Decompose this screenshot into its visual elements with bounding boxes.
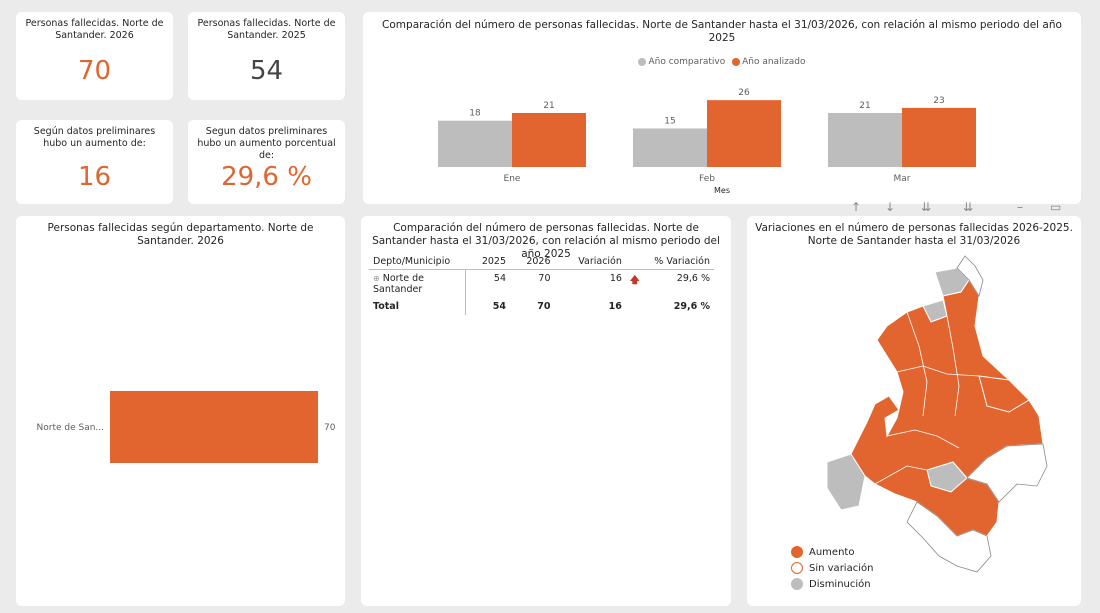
y-tick-label: Norte de San... (37, 423, 105, 433)
map-title: Variaciones en el número de personas fal… (755, 222, 1073, 247)
kpi-value: 54 (249, 56, 284, 86)
legend-dot-analyzed (732, 57, 741, 66)
legend-comparative: Año comparativo (648, 57, 726, 67)
cell-2025: 54 (465, 269, 510, 298)
legend-dot-comparative (638, 57, 647, 66)
table-row: ⊕ Norte de Santander 54 70 16 🡅 29,6 % (369, 269, 714, 299)
monthly-bar-chart: 18 21 Ene 15 26 Feb 21 23 Mar Mes (438, 88, 976, 195)
legend-decrease-label: Disminución (809, 579, 871, 590)
map-legend: Aumento Sin variación Disminución (791, 545, 873, 593)
map-region-nochange (956, 255, 984, 298)
colombia-map[interactable] (747, 216, 1081, 606)
legend-nochange-label: Sin variación (809, 563, 874, 574)
dept-chart-card: Personas fallecidas según departamento. … (16, 216, 345, 606)
department-borders (874, 311, 980, 485)
col-header-2025[interactable]: 2025 (465, 254, 510, 270)
col-header-pct-variacion[interactable]: % Variación (625, 254, 714, 270)
bar-feb-1 (707, 100, 781, 167)
expand-icon[interactable]: ⊕ (373, 274, 380, 283)
total-label: Total (373, 301, 399, 312)
data-label: 21 (543, 101, 554, 111)
cell-pct: 🡅 29,6 % (626, 270, 714, 299)
legend-increase-dot (791, 546, 803, 558)
map-region-nochange (966, 443, 1048, 503)
col-header-2026[interactable]: 2026 (510, 254, 555, 270)
legend-decrease: Disminución (791, 577, 873, 593)
next-level-icon[interactable]: ⇊ (921, 200, 932, 214)
legend-increase: Aumento (791, 545, 873, 561)
kpi-value: 29,6 % (221, 162, 312, 192)
x-tick-label: Mar (894, 174, 911, 184)
visual-toolbar: ↑ ↓ ⇊ ⇊ – ▭ (845, 196, 1075, 218)
dept-bar (110, 391, 318, 463)
table-card: Comparación del número de personas falle… (361, 216, 731, 606)
cell-variacion: 16 (609, 273, 622, 284)
total-2025: 54 (465, 298, 510, 315)
legend-decrease-dot (791, 578, 803, 590)
drill-up-icon[interactable]: ↑ (851, 200, 862, 214)
row-name[interactable]: ⊕ Norte de Santander (369, 270, 466, 299)
kpi-card-2025: Personas fallecidas. Norte de Santander.… (188, 12, 345, 100)
kpi-card-percent: Segun datos preliminares hubo un aumento… (188, 120, 345, 204)
total-variacion: 16 (608, 301, 622, 312)
cell-2026: 70 (538, 273, 551, 284)
table-total-row: Total 54 70 16 29,6 % (369, 298, 714, 315)
map-region-increase (978, 375, 1030, 413)
kpi-value: 70 (77, 56, 112, 86)
more-options-icon[interactable]: – (1017, 200, 1023, 214)
data-label: 26 (738, 88, 750, 98)
monthly-chart-card: Comparación del número de personas falle… (363, 12, 1081, 204)
data-label: 70 (324, 423, 336, 433)
map-region-nochange (906, 501, 992, 573)
chart-title: Personas fallecidas según departamento. … (47, 222, 314, 247)
total-2026: 70 (537, 301, 551, 312)
kpi-card-increase: Según datos preliminares hubo un aumento… (16, 120, 173, 204)
cell-pct-value: 29,6 % (676, 273, 710, 284)
expand-level-icon[interactable]: ⇊ (963, 200, 974, 214)
data-label: 21 (859, 101, 870, 111)
col-header-variacion[interactable]: Variación (554, 254, 626, 270)
x-tick-label: Feb (699, 174, 715, 184)
bar-feb-0 (633, 128, 707, 167)
dept-bar-chart: Norte de San... 70 (37, 391, 336, 463)
kpi-card-2026: Personas fallecidas. Norte de Santander.… (16, 12, 173, 100)
legend-analyzed: Año analizado (742, 57, 806, 67)
comparison-table: Depto/Municipio 2025 2026 Variación % Va… (369, 254, 714, 315)
kpi-title: Segun datos preliminares hubo un aumento… (197, 126, 336, 161)
kpi-value: 16 (77, 162, 112, 192)
data-label: 23 (933, 96, 944, 106)
row-name-label: Norte de Santander (373, 273, 425, 295)
table-header-row: Depto/Municipio 2025 2026 Variación % Va… (369, 254, 714, 270)
bar-ene-0 (438, 120, 512, 167)
kpi-title: Según datos preliminares hubo un aumento… (33, 126, 156, 149)
kpi-title: Personas fallecidas. Norte de Santander.… (197, 18, 336, 41)
legend-nochange: Sin variación (791, 561, 873, 577)
kpi-title: Personas fallecidas. Norte de Santander.… (25, 18, 164, 41)
map-card: Variaciones en el número de personas fal… (747, 216, 1081, 606)
legend-nochange-dot (791, 562, 803, 574)
bar-mar-1 (902, 107, 976, 167)
data-label: 15 (664, 116, 675, 126)
col-header-depto[interactable]: Depto/Municipio (369, 254, 466, 270)
x-axis-label: Mes (714, 186, 730, 195)
bar-mar-0 (828, 113, 902, 167)
up-arrow-icon: 🡅 (629, 275, 640, 286)
chart-title: Comparación del número de personas falle… (382, 19, 1062, 44)
total-pct: 29,6 % (673, 301, 710, 312)
focus-mode-icon[interactable]: ▭ (1050, 200, 1062, 214)
legend-increase-label: Aumento (809, 547, 855, 558)
drill-down-icon[interactable]: ↓ (885, 200, 896, 214)
bar-ene-1 (512, 113, 586, 167)
x-tick-label: Ene (504, 174, 521, 184)
data-label: 18 (469, 109, 481, 119)
chart-legend: Año comparativo Año analizado (363, 57, 1081, 67)
